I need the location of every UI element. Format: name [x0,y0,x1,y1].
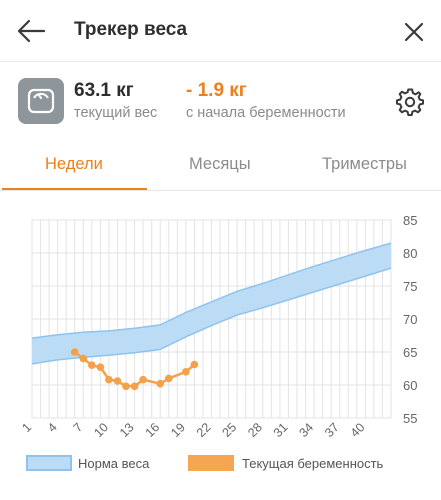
x-tick-label: 4 [45,420,60,435]
y-tick-label: 70 [403,312,417,327]
weight-summary: 63.1 кг текущий вес - 1.9 кг с начала бе… [0,63,441,143]
current-weight-point [88,361,96,369]
weight-chart: 55 60 65 70 75 80 85 1 4 7 10 13 16 19 22 25 28 31 34 37 40 [0,205,441,455]
x-tick-label: 22 [194,420,214,440]
x-tick-label: 31 [271,420,291,440]
tab-months[interactable]: Месяцы [189,155,251,173]
page-title: Трекер веса [74,19,188,40]
current-weight-point [139,375,147,384]
x-tick-label: 34 [296,420,316,440]
tab-trimesters[interactable]: Триместры [322,155,407,173]
x-tick-label: 13 [117,420,137,440]
close-button[interactable] [400,18,428,46]
current-weight-point [182,368,190,376]
x-tick-label: 19 [168,420,188,440]
norm-band-area [32,243,391,364]
current-weight-point [165,374,173,383]
x-tick-label: 28 [245,420,265,440]
y-tick-label: 85 [403,213,417,228]
y-tick-label: 55 [403,411,417,426]
scale-icon [18,78,64,124]
x-tick-label: 37 [322,420,342,440]
legend-label-current: Текущая беременность [242,456,384,471]
legend-swatch-norm [26,455,72,471]
x-tick-label: 7 [71,420,86,435]
current-weight-point [70,348,79,356]
current-weight-value: 63.1 кг [74,80,134,101]
current-weight-caption: текущий вес [74,105,158,121]
settings-button[interactable] [394,86,426,118]
weight-change-caption: с начала беременности [186,105,346,121]
back-button[interactable] [14,17,48,45]
y-tick-label: 60 [403,378,417,393]
period-tabs: Недели Месяцы Триместры [0,143,441,191]
current-weight-point [190,360,199,369]
current-weight-point [105,375,113,384]
legend-label-norm: Норма веса [78,456,150,471]
app-header: Трекер веса [0,0,441,62]
tab-weeks[interactable]: Недели [45,155,103,173]
chart-legend: Норма веса Текущая беременность [0,452,441,478]
norm-band-upper-line [31,242,392,339]
y-tick-label: 65 [403,345,417,360]
arrow-left-icon [17,19,46,43]
gear-icon [396,88,424,116]
weight-change-value: - 1.9 кг [186,80,247,101]
legend-swatch-current [188,455,234,471]
x-tick-label: 40 [348,420,368,440]
current-weight-point [96,363,105,371]
current-weight-point [122,382,130,391]
y-tick-label: 80 [403,246,417,261]
active-tab-indicator [2,188,147,190]
norm-band-lower-line [31,267,392,365]
current-weight-point [79,354,88,363]
current-weight-point [156,379,164,388]
x-tick-label: 1 [19,420,34,435]
y-tick-label: 75 [403,279,417,294]
x-tick-label: 16 [143,420,163,440]
current-weight-point [113,377,122,385]
close-icon [404,22,424,42]
x-tick-label: 10 [91,420,111,440]
current-weight-point [130,382,139,391]
x-tick-label: 25 [220,420,240,440]
